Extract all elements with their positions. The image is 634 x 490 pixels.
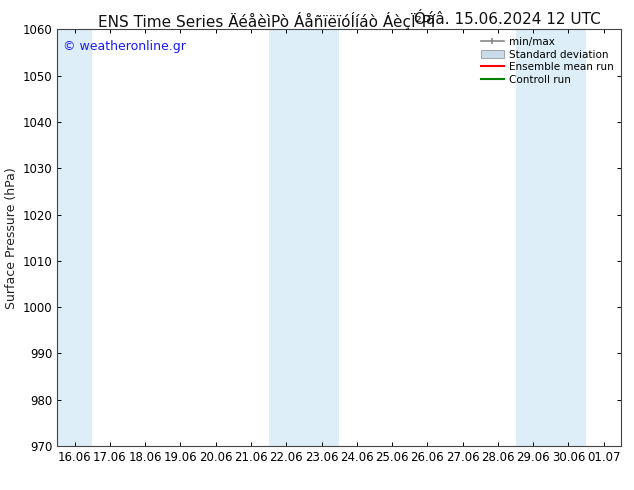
- Text: Óáâ. 15.06.2024 12 UTC: Óáâ. 15.06.2024 12 UTC: [414, 12, 600, 27]
- Bar: [57, 29, 93, 446]
- Text: © weatheronline.gr: © weatheronline.gr: [63, 40, 186, 53]
- Bar: [515, 29, 586, 446]
- Legend: min/max, Standard deviation, Ensemble mean run, Controll run: min/max, Standard deviation, Ensemble me…: [479, 35, 616, 87]
- Bar: [269, 29, 339, 446]
- Text: ENS Time Series ÄéåèìPò ÁåñïëïóÍíáò ÁèçÏ²Pí: ENS Time Series ÄéåèìPò ÁåñïëïóÍíáò ÁèçÏ…: [98, 12, 435, 30]
- Y-axis label: Surface Pressure (hPa): Surface Pressure (hPa): [5, 167, 18, 309]
